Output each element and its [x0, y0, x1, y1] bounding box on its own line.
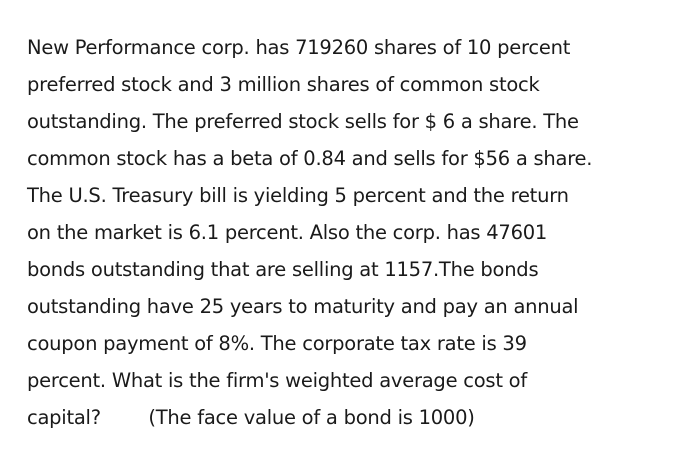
question-line-5: The U.S. Treasury bill is yielding 5 per…: [27, 184, 569, 207]
question-line-11: capital? (The face value of a bond is 10…: [27, 406, 475, 429]
question-line-6: on the market is 6.1 percent. Also the c…: [27, 221, 548, 244]
question-line-1: New Performance corp. has 719260 shares …: [27, 36, 571, 59]
question-line-3: outstanding. The preferred stock sells f…: [27, 110, 579, 133]
question-line-2: preferred stock and 3 million shares of …: [27, 73, 540, 96]
question-line-7: bonds outstanding that are selling at 11…: [27, 258, 539, 281]
question-line-4: common stock has a beta of 0.84 and sell…: [27, 147, 593, 170]
question-line-9: coupon payment of 8%. The corporate tax …: [27, 332, 527, 355]
question-line-10: percent. What is the firm's weighted ave…: [27, 369, 527, 392]
question-line-8: outstanding have 25 years to maturity an…: [27, 295, 579, 318]
